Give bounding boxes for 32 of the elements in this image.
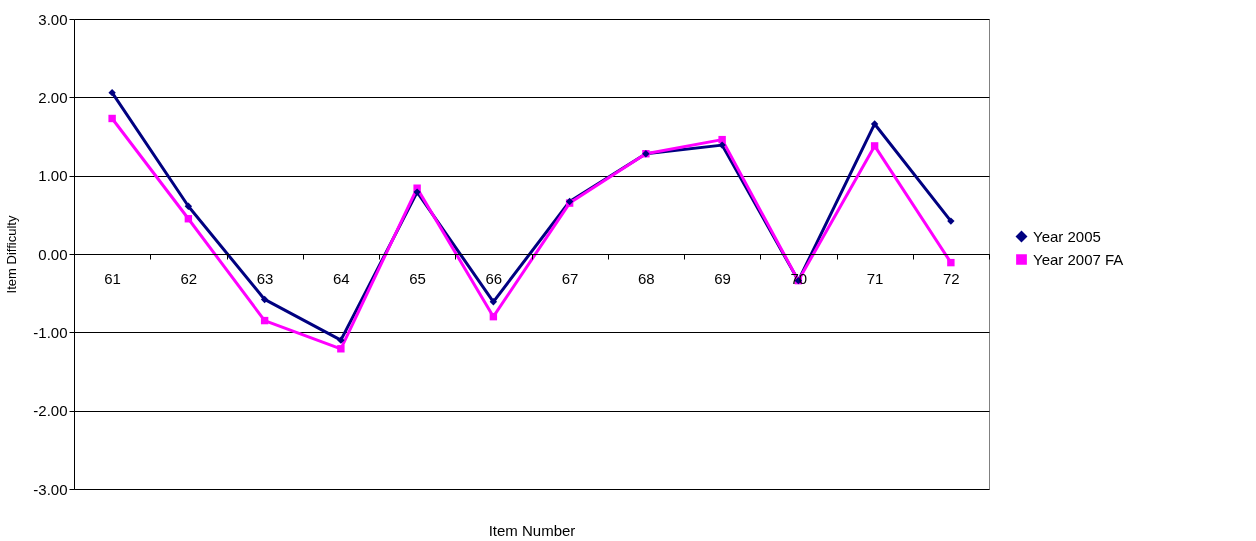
legend-label: Year 2005: [1033, 227, 1101, 245]
x-tick-label: 63: [256, 269, 274, 287]
y-tick-label: 0.00: [38, 245, 68, 263]
point: [870, 142, 879, 150]
y-tick-label: -3.00: [33, 480, 68, 498]
point: [108, 88, 116, 97]
point: [337, 345, 345, 353]
legend-label: Year 2007 FA: [1033, 250, 1124, 268]
point: [489, 298, 498, 306]
x-tick-label: 69: [714, 269, 731, 287]
point: [184, 202, 193, 210]
y-tick-label: -1.00: [33, 323, 68, 341]
x-tick-label: 66: [485, 269, 503, 287]
y-axis-title: Item Difficulty: [4, 215, 20, 294]
y-tick-label: -2.00: [33, 402, 68, 420]
x-axis-title: Item Number: [488, 521, 576, 539]
y-tick-label: 1.00: [38, 167, 68, 185]
x-tick-label: 62: [180, 269, 198, 287]
x-tick-label: 68: [638, 269, 655, 287]
y-tick-label: 2.00: [38, 88, 68, 106]
x-tick-label: 64: [333, 269, 350, 287]
point: [108, 114, 116, 123]
point: [947, 258, 955, 267]
point: [870, 120, 879, 128]
x-tick-label: 61: [104, 269, 121, 287]
point: [718, 135, 726, 144]
x-tick-label: 65: [409, 269, 426, 287]
y-tick-label: 3.00: [38, 10, 68, 28]
x-tick-label: 72: [943, 269, 960, 287]
point: [260, 295, 269, 304]
x-tick-label: 71: [866, 269, 884, 287]
x-tick-label: 67: [561, 269, 579, 287]
